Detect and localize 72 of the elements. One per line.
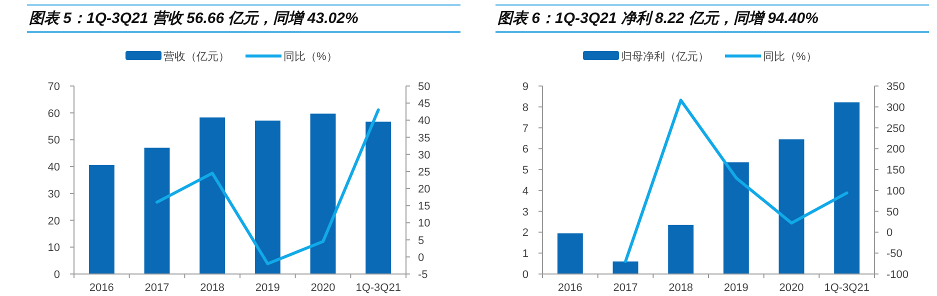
x-tick-label: 2016 bbox=[89, 282, 114, 294]
y-tick-label: 9 bbox=[522, 81, 528, 93]
bar bbox=[88, 164, 114, 274]
bar bbox=[612, 261, 638, 274]
y-tick-label: 10 bbox=[48, 242, 60, 254]
y-tick-label: 0 bbox=[54, 269, 60, 281]
y-tick-label: 30 bbox=[48, 188, 60, 200]
y2-tick-label: 10 bbox=[418, 218, 430, 230]
y2-tick-label: 150 bbox=[886, 164, 905, 177]
y2-tick-label: 50 bbox=[418, 81, 430, 93]
x-tick-label: 1Q-3Q21 bbox=[824, 282, 870, 294]
y-tick-label: 40 bbox=[48, 162, 60, 174]
y2-tick-label: 15 bbox=[418, 200, 430, 213]
chart-title: 图表 6：1Q-3Q21 净利 8.22 亿元，同增 94.40% bbox=[498, 10, 818, 27]
legend-label: 同比（%） bbox=[284, 50, 338, 63]
y2-tick-label: 35 bbox=[418, 132, 430, 144]
y2-tick-label: 5 bbox=[418, 234, 424, 247]
x-tick-label: 2017 bbox=[144, 282, 170, 294]
y2-tick-label: 50 bbox=[886, 206, 899, 218]
y2-tick-label: 0 bbox=[886, 227, 893, 240]
y2-tick-label: 45 bbox=[418, 98, 430, 110]
bar bbox=[557, 233, 583, 274]
bar bbox=[834, 102, 860, 274]
y-tick-label: 2 bbox=[522, 227, 528, 240]
legend-label: 归母净利（亿元） bbox=[621, 50, 709, 63]
y2-tick-label: 100 bbox=[886, 185, 905, 198]
x-tick-label: 2020 bbox=[779, 282, 804, 294]
y-tick-label: 4 bbox=[522, 185, 528, 198]
x-tick-label: 2016 bbox=[558, 282, 582, 294]
y-tick-label: 5 bbox=[522, 164, 528, 177]
x-tick-label: 2019 bbox=[255, 282, 280, 294]
x-tick-label: 2018 bbox=[668, 282, 694, 294]
legend-label: 营收（亿元） bbox=[164, 50, 230, 63]
bar bbox=[723, 162, 749, 274]
line-series bbox=[624, 98, 848, 263]
y2-tick-label: -50 bbox=[886, 248, 902, 260]
bar bbox=[254, 120, 280, 274]
bar bbox=[366, 122, 392, 274]
y2-tick-label: 25 bbox=[418, 166, 430, 178]
y2-tick-label: 300 bbox=[886, 102, 905, 114]
y2-tick-label: 0 bbox=[418, 252, 424, 264]
bar bbox=[144, 148, 170, 274]
x-tick-label: 2018 bbox=[200, 282, 225, 294]
y-tick-label: 70 bbox=[48, 81, 60, 93]
y-tick-label: 50 bbox=[48, 134, 60, 147]
y-tick-label: 6 bbox=[522, 144, 528, 156]
y-tick-label: 20 bbox=[48, 215, 60, 228]
y2-tick-label: 20 bbox=[418, 184, 430, 196]
y-tick-label: 60 bbox=[48, 108, 60, 120]
y-tick-label: 8 bbox=[522, 102, 528, 114]
line-series bbox=[156, 108, 380, 266]
y-tick-label: 0 bbox=[522, 269, 528, 281]
bar bbox=[778, 139, 804, 274]
y2-tick-label: 40 bbox=[418, 115, 430, 128]
y2-tick-label: 350 bbox=[886, 81, 905, 93]
legend-label: 同比（%） bbox=[763, 50, 817, 63]
y2-tick-label: -100 bbox=[886, 269, 909, 281]
y2-tick-label: 200 bbox=[886, 144, 905, 156]
bar bbox=[668, 224, 694, 274]
y-tick-label: 1 bbox=[522, 248, 528, 260]
bar bbox=[200, 117, 226, 274]
y-tick-label: 7 bbox=[522, 122, 528, 135]
x-tick-label: 2019 bbox=[724, 282, 748, 294]
x-tick-label: 1Q-3Q21 bbox=[356, 282, 401, 294]
chart-title: 图表 5：1Q-3Q21 营收 56.66 亿元，同增 43.02% bbox=[29, 10, 358, 27]
x-tick-label: 2017 bbox=[613, 282, 638, 294]
y-tick-label: 3 bbox=[522, 206, 528, 218]
x-tick-label: 2020 bbox=[310, 282, 336, 294]
bar bbox=[310, 114, 336, 274]
y2-tick-label: 250 bbox=[886, 122, 905, 135]
y2-tick-label: 30 bbox=[418, 149, 430, 162]
y2-tick-label: -5 bbox=[418, 269, 428, 281]
